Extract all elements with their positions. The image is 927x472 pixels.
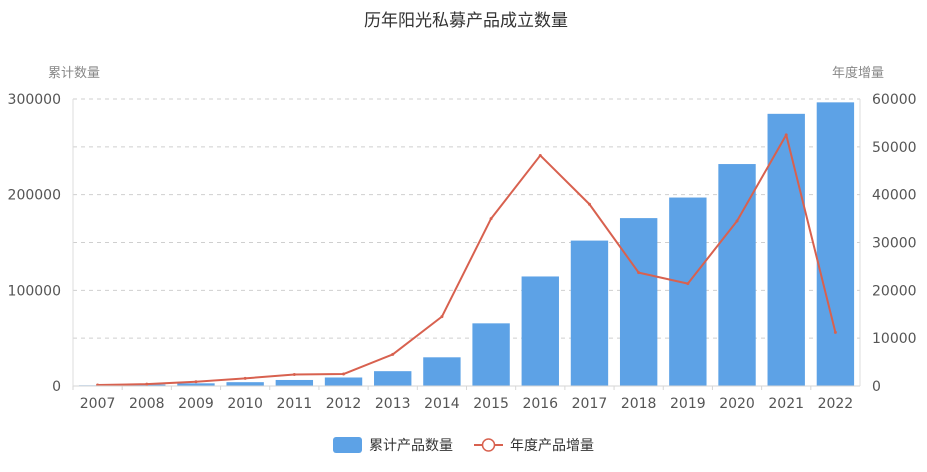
x-tick-label: 2021 [768,396,804,412]
point-2009[interactable] [194,380,198,384]
point-2012[interactable] [342,372,346,376]
x-tick-label: 2009 [178,396,214,412]
bar-2009[interactable] [177,383,215,386]
bar-2012[interactable] [324,377,363,386]
point-2010[interactable] [243,376,247,380]
right-tick-label: 60000 [872,92,917,108]
left-tick-label: 100000 [8,283,61,299]
x-tick-label: 2014 [424,396,460,412]
left-tick-label: 0 [52,379,61,395]
bar-2010[interactable] [226,382,264,386]
x-tick-label: 2013 [375,396,411,412]
bar-2014[interactable] [423,357,461,386]
x-tick-label: 2022 [818,396,854,412]
x-tick-label: 2008 [129,396,165,412]
bar-2019[interactable] [669,197,707,386]
point-2014[interactable] [440,315,444,319]
left-tick-label: 300000 [8,92,61,108]
point-2013[interactable] [391,352,395,356]
x-tick-label: 2019 [670,396,706,412]
x-tick-label: 2018 [621,396,657,412]
bar-2013[interactable] [374,371,412,386]
x-tick-label: 2010 [227,396,263,412]
bar-2016[interactable] [521,276,559,386]
right-tick-label: 20000 [872,283,917,299]
right-axis-label: 年度增量 [832,65,884,81]
chart-title: 历年阳光私募产品成立数量 [364,11,568,31]
bar-2011[interactable] [275,379,314,386]
bar-2015[interactable] [472,323,510,386]
point-2022[interactable] [833,330,837,334]
x-tick-label: 2012 [326,396,362,412]
x-tick-label: 2007 [80,396,116,412]
right-tick-label: 50000 [872,140,917,156]
right-tick-label: 40000 [872,188,917,204]
left-axis-label: 累计数量 [48,66,100,81]
legend-bar-swatch [333,437,362,453]
right-tick-label: 30000 [872,236,917,252]
point-2011[interactable] [292,373,296,377]
x-tick-label: 2011 [277,396,313,412]
left-tick-label: 200000 [8,188,61,204]
point-2008[interactable] [145,382,149,386]
legend-item-line[interactable]: 年度产品增量 [474,438,594,454]
point-2015[interactable] [489,217,493,221]
point-2016[interactable] [538,153,542,157]
bar-2021[interactable] [767,113,805,386]
x-tick-label: 2017 [572,396,608,412]
x-tick-label: 2020 [719,396,755,412]
point-2017[interactable] [587,202,591,206]
x-tick-label: 2015 [473,396,509,412]
right-tick-label: 0 [872,379,881,395]
point-2020[interactable] [735,219,739,223]
legend-line-marker [481,438,496,452]
bar-2017[interactable] [570,240,609,386]
point-2018[interactable] [637,271,641,275]
increment-line [97,133,837,387]
bar-2018[interactable] [619,218,658,386]
bar-2022[interactable] [816,102,855,387]
legend-item-bar[interactable]: 累计产品数量 [333,437,453,454]
point-2019[interactable] [686,282,690,286]
x-tick-label: 2016 [522,396,558,412]
point-2021[interactable] [784,133,788,137]
legend-label: 年度产品增量 [510,438,594,454]
legend-label: 累计产品数量 [369,438,453,454]
right-tick-label: 10000 [872,331,917,347]
